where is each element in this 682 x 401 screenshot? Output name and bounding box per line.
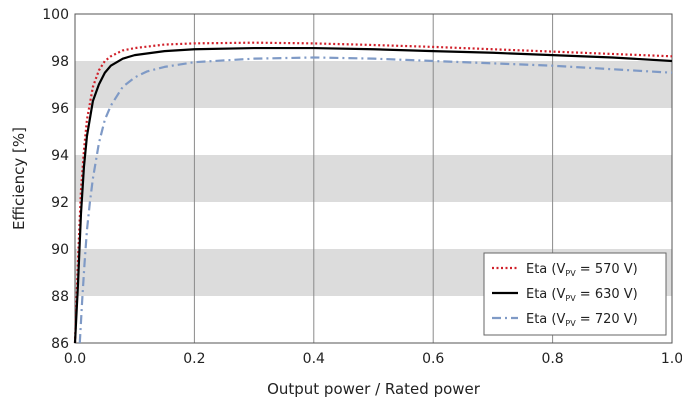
legend-label-1: Eta (VPV = 570 V): [526, 262, 638, 278]
y-tick-label: 94: [51, 148, 69, 164]
y-tick-label: 100: [42, 7, 69, 23]
y-tick-label: 92: [51, 195, 69, 211]
x-tick-label: 0.2: [183, 351, 205, 367]
x-tick-label: 0.6: [422, 351, 444, 367]
series-line-2: [73, 46, 673, 344]
series-layer: [73, 41, 673, 344]
series-line-1: [73, 41, 673, 344]
legend: Eta (VPV = 570 V) Eta (VPV = 630 V) Eta (V…: [483, 252, 667, 336]
series-line-3: [78, 56, 673, 344]
legend-label-2: Eta (VPV = 630 V): [526, 287, 638, 303]
y-tick-label: 96: [51, 101, 69, 117]
y-tick-label: 98: [51, 54, 69, 70]
y-tick-label: 86: [51, 336, 69, 352]
x-tick-label: 1.0: [661, 351, 682, 367]
y-axis-title: Efficiency [%]: [10, 127, 28, 230]
y-tick-labels: 86 88 90 92 94 96 98 100: [42, 7, 69, 352]
x-tick-label: 0.0: [64, 351, 86, 367]
y-tick-label: 90: [51, 242, 69, 258]
x-tick-labels: 0.0 0.2 0.4 0.6 0.8 1.0: [64, 351, 682, 367]
plot-frame: [74, 13, 673, 344]
vertical-gridlines: [193, 14, 554, 343]
x-tick-label: 0.4: [303, 351, 325, 367]
band: [75, 61, 672, 108]
y-tick-label: 88: [51, 289, 69, 305]
legend-label-3: Eta (VPV = 720 V): [526, 312, 638, 328]
x-tick-label: 0.8: [541, 351, 563, 367]
x-axis-title: Output power / Rated power: [267, 380, 481, 398]
band: [75, 155, 672, 202]
